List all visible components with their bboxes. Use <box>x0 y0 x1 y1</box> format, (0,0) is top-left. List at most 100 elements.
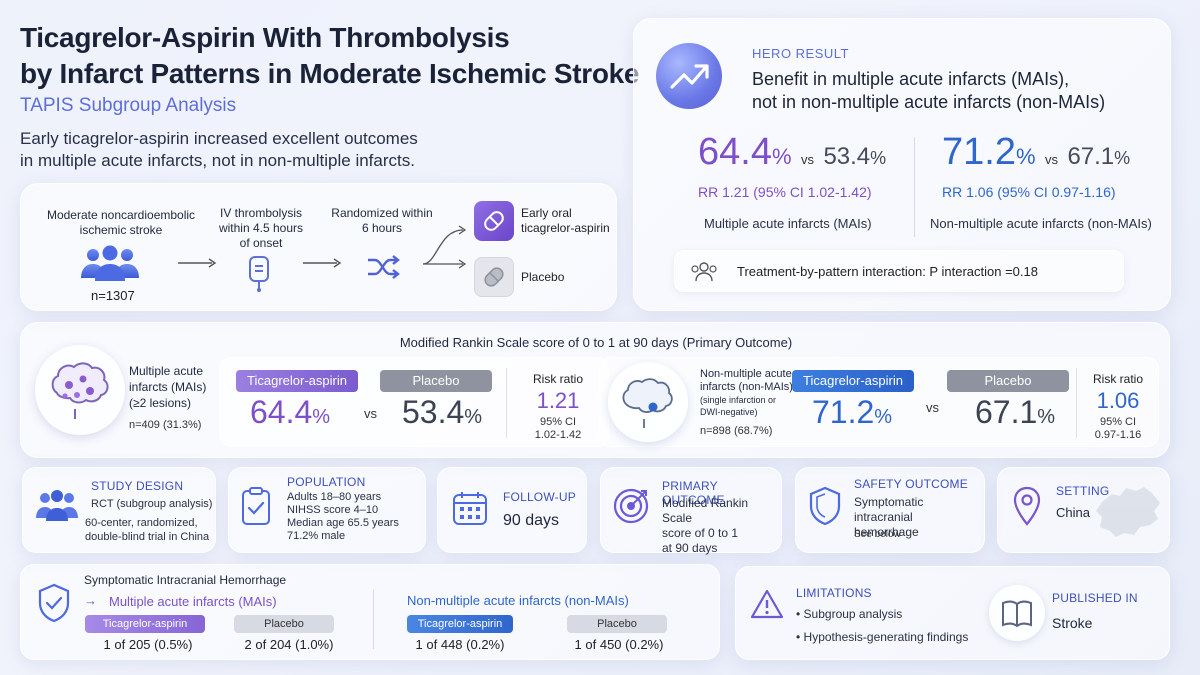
limitations-title: LIMITATIONS <box>796 586 872 600</box>
primary-outcome-line-3: at 90 days <box>662 541 718 555</box>
shield-icon <box>808 486 842 526</box>
hero-divider <box>914 137 915 237</box>
nonmai-arm2-pill: Placebo <box>947 370 1069 392</box>
hero-mai-vs: vs <box>800 152 814 167</box>
safety-note: See below <box>854 529 901 540</box>
arm1-line1: Early oral <box>521 206 572 220</box>
primary-outcome-line-2: score of 0 to 1 <box>662 526 739 540</box>
brain-single-infarct-icon <box>608 362 688 442</box>
limitation-bullet-1: • <box>796 607 801 621</box>
hero-nonmai-pct2: % <box>1114 148 1131 168</box>
china-map-icon <box>1094 482 1164 542</box>
hero-headline: Benefit in multiple acute infarcts (MAIs… <box>752 68 1105 114</box>
hero-nonmai-pct1: % <box>1015 144 1036 169</box>
ich-card: Symptomatic Intracranial Hemorrhage → Mu… <box>20 564 720 660</box>
ich-nonmai-arm1-pill: Ticagrelor-aspirin <box>407 615 513 633</box>
nonmai-ci: 95% CI 0.97-1.16 <box>1078 416 1158 442</box>
population-lines: Adults 18–80 years NIHSS score 4–10 Medi… <box>287 491 399 543</box>
mai-arm1-pill: Ticagrelor-aspirin <box>236 370 358 392</box>
hero-head-line2: not in non-multiple acute infarcts (non-… <box>752 92 1106 112</box>
shuffle-icon <box>366 254 400 280</box>
hero-mai-v2: 53.4 <box>823 143 871 170</box>
nonmai-arm1-value: 71.2% <box>812 394 892 431</box>
lead-line2: in multiple acute infarcts, not in non-m… <box>20 151 415 170</box>
safety-line-1: Symptomatic intracranial <box>854 495 924 524</box>
mai-name-line2: infarcts (MAIs) <box>129 380 207 394</box>
mai-arm2-value: 53.4% <box>402 394 482 431</box>
mai-arm1-value: 64.4% <box>250 394 330 431</box>
flow-step2-line1: IV thrombolysis <box>219 206 303 220</box>
ich-nonmai-arm2-pill: Placebo <box>567 615 667 633</box>
clipboard-check-icon <box>241 486 271 526</box>
mai-n: n=409 (31.3%) <box>129 419 202 431</box>
fact-line-study-design-3: double-blind trial in China <box>85 531 210 543</box>
primary-outcome-card: PRIMARY OUTCOME Modified Rankin Scale sc… <box>600 467 782 555</box>
mai-pct1: % <box>312 406 331 428</box>
hero-mai-pct1: % <box>771 144 792 169</box>
population-line-2: NIHSS score 4–10 <box>287 504 379 516</box>
hero-mai-v1: 64.4 <box>698 131 772 173</box>
fact-title-safety-outcome: SAFETY OUTCOME <box>854 477 968 491</box>
mai-ci-label: 95% CI <box>539 416 577 428</box>
ich-mai-v1: 1 of 205 (0.5%) <box>103 637 193 652</box>
hero-nonmai-v2: 67.1 <box>1067 143 1115 170</box>
ich-mai-arm2-pill: Placebo <box>234 615 334 633</box>
mai-ci: 95% CI 1.02-1.42 <box>510 416 606 442</box>
mai-rr-divider <box>506 368 507 438</box>
nonmai-pct1: % <box>874 406 893 428</box>
hero-mai-label: Multiple acute infarcts (MAIs) <box>704 216 872 231</box>
primary-outcome-line-1: Modified Rankin Scale <box>662 496 749 525</box>
ich-mai-v2: 2 of 204 (1.0%) <box>244 637 334 652</box>
nonmai-rr-value: 1.06 <box>1096 388 1140 413</box>
limitation-item-2: • Hypothesis-generating findings <box>796 630 968 645</box>
nonmai-name-line1: Non-multiple acute <box>700 368 792 380</box>
patients-group-icon <box>79 244 141 282</box>
flow-step3-line1: Randomized within <box>331 206 433 220</box>
nonmai-v2: 67.1 <box>975 394 1038 430</box>
mai-name-line3: (≥2 lesions) <box>129 396 191 410</box>
hero-result-card: HERO RESULT Benefit in multiple acute in… <box>633 18 1171 311</box>
nonmai-name-line3: (single infarction or <box>700 395 777 405</box>
limitation-text-1: Subgroup analysis <box>803 607 903 621</box>
branch-arrows-icon <box>421 222 473 272</box>
safety-outcome-lines: Symptomatic intracranial hemorrhage <box>854 495 984 540</box>
primary-outcome-title: Modified Rankin Scale score of 0 to 1 at… <box>399 335 793 350</box>
hero-nonmai-v1: 71.2 <box>942 131 1016 173</box>
safety-outcome-card: SAFETY OUTCOME Symptomatic intracranial … <box>795 467 985 553</box>
primary-outcome-band: Modified Rankin Scale score of 0 to 1 at… <box>20 322 1170 458</box>
shield-check-icon <box>37 583 71 623</box>
nonmai-result-panel: Non-multiple acute infarcts (non-MAIs) (… <box>599 357 1159 447</box>
ich-nonmai-v2: 1 of 450 (0.2%) <box>574 637 664 652</box>
mai-v2: 53.4 <box>402 394 465 430</box>
nonmai-n: n=898 (68.7%) <box>700 425 773 437</box>
mai-name-line1: Multiple acute <box>129 364 204 378</box>
placebo-pill-icon <box>474 257 514 297</box>
arm-ticagrelor-text: Early oral ticagrelor-aspirin <box>521 206 610 236</box>
flow-step1-line2: ischemic stroke <box>79 223 163 237</box>
flow-step-stroke: Moderate noncardioembolic ischemic strok… <box>27 208 215 238</box>
ich-nonmai-v1: 1 of 448 (0.2%) <box>415 637 505 652</box>
limitation-item-1: • Subgroup analysis <box>796 607 902 622</box>
mai-vs: vs <box>364 406 377 421</box>
arrow-right-icon-2 <box>301 257 343 269</box>
mai-rr-value: 1.21 <box>536 388 580 413</box>
mai-result-panel: Ticagrelor-aspirin Placebo 64.4% vs 53.4… <box>219 357 609 447</box>
iv-bag-icon <box>246 254 272 294</box>
study-design-card: STUDY DESIGN RCT (subgroup analysis) 60-… <box>22 467 216 553</box>
flow-step3-line2: 6 hours <box>361 221 403 235</box>
pill-drug-icon <box>474 201 514 241</box>
nonmai-name-line4: DWI-negative) <box>700 407 758 417</box>
ich-title: Symptomatic Intracranial Hemorrhage <box>84 573 287 587</box>
nonmai-arm2-value: 67.1% <box>975 394 1055 431</box>
warning-triangle-icon <box>750 589 784 619</box>
ich-divider <box>373 589 374 649</box>
arrow-right-icon <box>176 257 218 269</box>
page-title-line2: by Infarct Patterns in Moderate Ischemic… <box>20 58 640 89</box>
ich-arrow: → <box>84 593 97 608</box>
safety-line-2: hemorrhage <box>854 525 919 539</box>
fact-line-study-design-1: RCT (subgroup analysis) <box>91 498 213 510</box>
nonmai-arm1-pill: Ticagrelor-aspirin <box>792 370 914 392</box>
flow-step2-line3: of onset <box>239 236 283 250</box>
hero-nonmai-vs: vs <box>1044 152 1058 167</box>
fact-title-follow-up: FOLLOW-UP <box>503 490 576 504</box>
